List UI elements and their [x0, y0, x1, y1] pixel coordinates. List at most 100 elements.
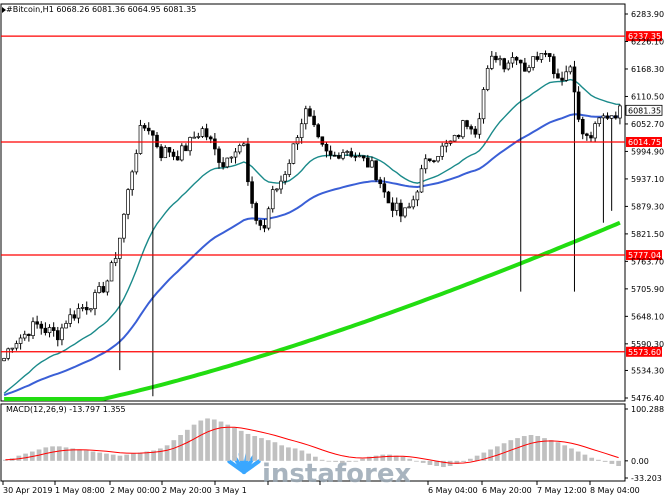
- current-price-label: 6081.35: [628, 106, 661, 115]
- candle-body: [283, 174, 287, 182]
- price-tick-label: 5705.90: [631, 285, 664, 294]
- candle-body: [72, 314, 77, 319]
- candle-body: [560, 77, 564, 81]
- candle-body: [159, 146, 163, 159]
- watermark-group: instaforex: [227, 452, 412, 489]
- time-tick-label: 1 May 08:00: [55, 486, 105, 495]
- candle-body: [539, 53, 544, 60]
- price-axis: 6283.90 6226.10 6168.30 6110.50 6052.70 5994.…: [625, 10, 664, 403]
- candle-body: [481, 89, 486, 120]
- candle-body: [56, 330, 60, 341]
- candle-body: [213, 138, 217, 150]
- candle-body: [101, 286, 106, 293]
- price-tick-label: 5534.30: [631, 366, 664, 375]
- macd-histogram-bar: [90, 451, 96, 461]
- candle-body: [382, 183, 387, 193]
- macd-histogram-bar: [616, 460, 621, 467]
- candle-body: [370, 160, 374, 168]
- macd-histogram-bar: [56, 446, 62, 461]
- time-tick-label: 2 May 20:00: [162, 486, 212, 495]
- candle-body: [113, 258, 118, 264]
- candle-body: [502, 58, 506, 70]
- candle-body: [163, 147, 168, 159]
- price-tick-label: 5476.40: [631, 394, 664, 403]
- macd-histogram-bar: [542, 438, 547, 461]
- macd-histogram-bar: [225, 424, 231, 461]
- macd-histogram-bar: [434, 460, 440, 467]
- time-tick-label: 6 May 20:00: [482, 486, 532, 495]
- macd-signal-line: [5, 426, 619, 464]
- macd-histogram-bar: [555, 442, 561, 461]
- candle-body: [456, 134, 461, 138]
- candle-body: [76, 308, 81, 319]
- macd-histogram-bar: [306, 453, 311, 461]
- candle-body: [601, 115, 606, 119]
- candle-body: [291, 143, 296, 164]
- candle-body: [452, 134, 457, 142]
- macd-histogram-bar: [158, 448, 163, 461]
- candle-body: [353, 155, 358, 158]
- candle-body: [312, 115, 316, 126]
- candle-body: [514, 57, 519, 61]
- candle-body: [122, 213, 126, 239]
- macd-histogram-bar: [245, 433, 251, 461]
- candle-body: [242, 143, 246, 146]
- candle-body: [469, 126, 473, 130]
- candle-body: [175, 156, 180, 161]
- candle-body: [428, 158, 432, 161]
- price-tick-label: 5648.10: [631, 312, 664, 321]
- candle-body: [31, 321, 35, 336]
- macd-histogram-bar: [373, 455, 379, 461]
- time-tick-label: 2 May 00:00: [110, 486, 160, 495]
- macd-histogram-bar: [575, 451, 581, 461]
- candle-body: [523, 62, 527, 72]
- candle-body: [605, 115, 610, 119]
- candle-body: [184, 145, 188, 152]
- candle-body: [399, 202, 403, 217]
- candle-body: [552, 56, 556, 75]
- macd-histogram-bar: [353, 460, 359, 462]
- candle-body: [614, 115, 618, 119]
- macd-histogram-bar: [299, 450, 305, 461]
- candle-body: [543, 53, 548, 55]
- macd-histogram-bar: [474, 455, 480, 461]
- level-price-label: 5573.60: [628, 348, 661, 357]
- price-tick-label: 5937.10: [631, 175, 664, 184]
- macd-histogram-bar: [339, 460, 345, 463]
- macd-histogram-bar: [494, 446, 500, 461]
- price-tick-label: 5879.30: [631, 202, 664, 211]
- level-price-tag: [626, 346, 662, 357]
- candle-body: [304, 108, 308, 125]
- macd-histogram-bar: [191, 424, 197, 461]
- main-plot-frame: [0, 3, 626, 402]
- price-tick-label: 6226.10: [631, 37, 664, 46]
- candle-body: [68, 314, 72, 324]
- level-price-tag: [626, 31, 662, 42]
- candle-body: [180, 145, 184, 161]
- macd-histogram-bar: [178, 434, 183, 461]
- candle-body: [138, 125, 143, 154]
- macd-histogram-bar: [144, 451, 150, 461]
- candle-body: [287, 163, 292, 175]
- candle-body: [233, 151, 238, 158]
- candle-body: [2, 358, 6, 362]
- candle-body: [341, 152, 345, 159]
- candle-body: [14, 343, 19, 349]
- candle-body: [328, 150, 333, 156]
- candle-body: [531, 56, 535, 68]
- candle-body: [320, 136, 325, 145]
- candle-body: [465, 120, 469, 127]
- candle-body: [568, 66, 573, 73]
- candle-body: [171, 151, 176, 157]
- price-tick-label: 6052.70: [631, 120, 664, 129]
- level-price-label: 6014.75: [628, 138, 661, 147]
- macd-histogram-bar: [562, 445, 568, 461]
- header-arrow-icon: [2, 7, 6, 13]
- candle-body: [43, 327, 48, 334]
- macd-histogram-bar: [259, 438, 264, 461]
- candle-body: [357, 155, 362, 158]
- candle-body: [192, 136, 196, 139]
- price-tick-label: 5821.50: [631, 230, 664, 239]
